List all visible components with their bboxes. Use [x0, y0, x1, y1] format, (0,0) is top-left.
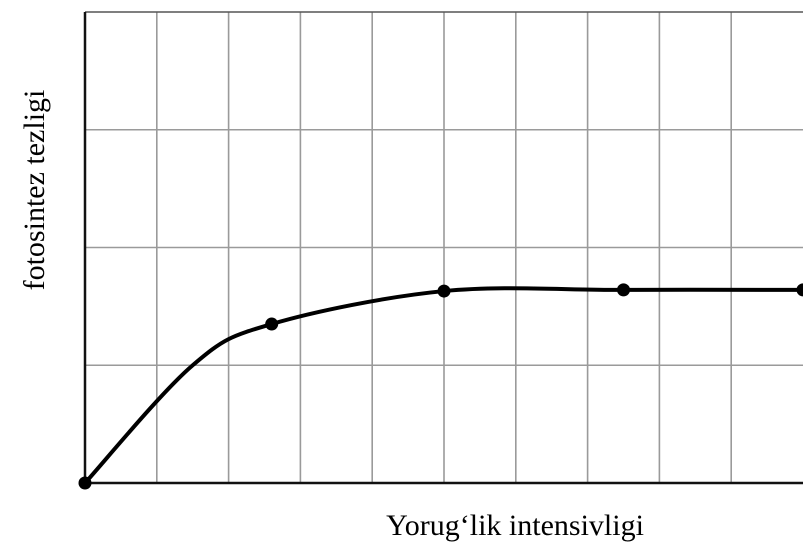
grid — [85, 12, 803, 483]
series-line — [83, 286, 803, 485]
data-point — [796, 283, 803, 297]
series-layer — [78, 283, 803, 490]
data-point — [265, 317, 279, 331]
y-axis-title: fotosintez tezligi — [18, 90, 51, 291]
data-point — [78, 476, 92, 490]
x-axis-title: Yorug‘lik intensivligi — [386, 509, 644, 542]
axes — [83, 11, 803, 485]
data-point — [617, 283, 630, 297]
data-point — [437, 284, 451, 298]
